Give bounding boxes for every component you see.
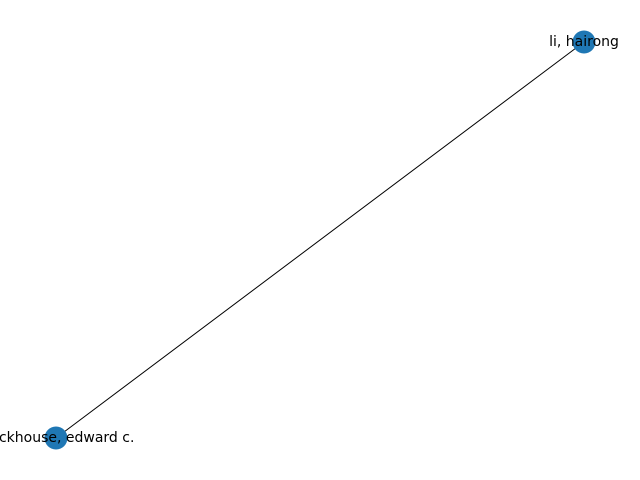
graph-edge [55,41,585,439]
graph-node [572,30,596,54]
graph-node [44,426,68,450]
node-label: stackhouse, edward c. [0,430,134,446]
node-label: li, hairong [549,34,619,50]
